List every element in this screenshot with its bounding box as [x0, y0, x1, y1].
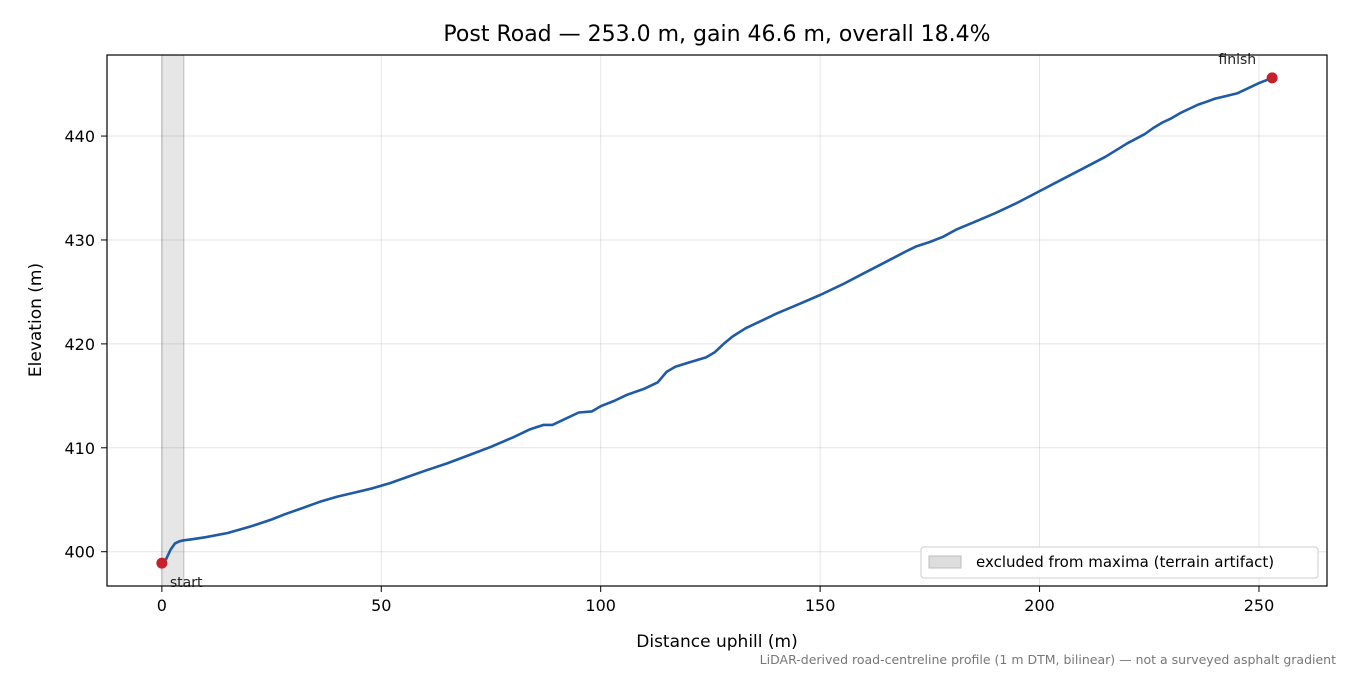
legend-swatch-excluded — [928, 555, 962, 569]
chart-title: Post Road — 253.0 m, gain 46.6 m, overal… — [443, 22, 990, 47]
x-tick-label: 50 — [371, 596, 391, 615]
y-tick-label: 400 — [64, 543, 95, 562]
x-axis-label: Distance uphill (m) — [636, 632, 797, 652]
marker-finish — [1266, 72, 1278, 84]
x-axis: 0 50 100 150 200 250 — [157, 586, 1274, 615]
x-tick-label: 150 — [805, 596, 836, 615]
x-tick-label: 0 — [157, 596, 167, 615]
x-tick-label: 100 — [585, 596, 616, 615]
y-axis: 400 410 420 430 440 — [64, 127, 107, 562]
legend-label-excluded: excluded from maxima (terrain artifact) — [976, 553, 1274, 571]
plot-frame — [106, 54, 1328, 587]
footnote: LiDAR-derived road-centreline profile (1… — [760, 652, 1336, 667]
y-tick-label: 430 — [64, 231, 95, 250]
y-tick-label: 410 — [64, 439, 95, 458]
elevation-series-line — [160, 76, 1274, 565]
plot-area: start finish — [106, 52, 1328, 591]
x-tick-label: 250 — [1244, 596, 1275, 615]
y-tick-label: 440 — [64, 127, 95, 146]
legend-box — [920, 546, 1319, 579]
excluded-band — [161, 54, 185, 587]
legend: excluded from maxima (terrain artifact) — [920, 546, 1319, 579]
annotation-finish: finish — [1218, 52, 1256, 68]
y-tick-label: 420 — [64, 335, 95, 354]
x-tick-label: 200 — [1024, 596, 1055, 615]
annotation-start: start — [170, 575, 203, 591]
y-axis-label: Elevation (m) — [26, 263, 46, 377]
grid-lines — [107, 55, 1327, 586]
endpoint-markers: start finish — [156, 52, 1278, 591]
marker-start — [156, 557, 168, 569]
